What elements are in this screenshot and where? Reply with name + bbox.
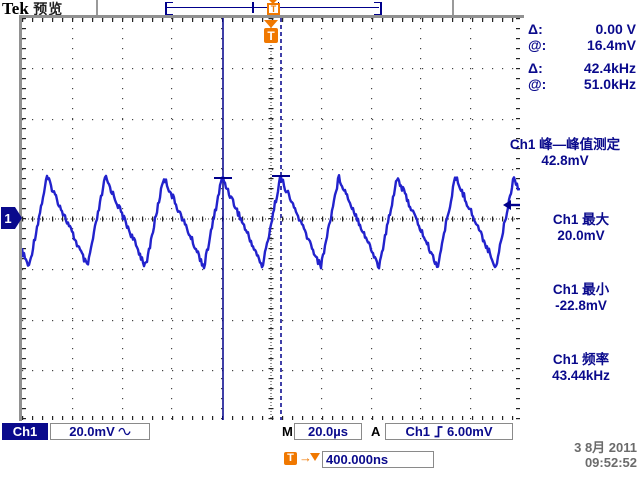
record-trigger-position-icon: T (267, 0, 280, 15)
timebase-value: 20.0µs (307, 424, 349, 439)
cursor-at-f-row: @: 51.0kHz (528, 76, 636, 92)
date-label: 3 8月 2011 (574, 440, 637, 455)
record-cursor1-tick (252, 2, 254, 13)
cursor-at-v-row: @: 16.4mV (528, 37, 636, 53)
cursor-delta-f-row: Δ: 42.4kHz (528, 60, 636, 76)
topbar-separator (96, 0, 98, 15)
timebase-m-label: M (282, 424, 293, 439)
measurement-max-value: 20.0mV (557, 228, 605, 243)
record-window-left-bracket (165, 2, 173, 15)
measurement-max-label: Ch1 最大 (552, 212, 610, 227)
measurement-min-label: Ch1 最小 (552, 282, 610, 297)
trigger-level-value: 6.00mV (447, 424, 493, 439)
trigger-arrow-icon (269, 0, 277, 4)
at-icon: @: (528, 76, 547, 92)
trigger-a-label: A (371, 424, 381, 439)
trigger-delay-t-icon: T (284, 452, 297, 465)
measurement-min: Ch1 最小 -22.8mV (523, 282, 639, 314)
sine-wave-icon (118, 427, 131, 436)
svg-text:T: T (267, 29, 275, 43)
record-window-right-bracket (374, 2, 382, 15)
measurement-pk2pk-label: Ch1 峰—峰值测定 (509, 137, 621, 152)
trigger-t-icon: T (267, 3, 280, 15)
tek-logo-text: Tek (2, 0, 29, 18)
topbar-divider (20, 15, 524, 18)
measurement-freq: Ch1 频率 43.44kHz (523, 352, 639, 384)
trigger-readout: Ch1 6.00mV (385, 423, 513, 440)
trigger-delay-value: 400.000ns (326, 452, 389, 467)
timebase-readout: 20.0µs (294, 423, 362, 440)
trigger-position-t-icon (264, 28, 278, 43)
at-icon: @: (528, 37, 547, 53)
topbar-separator (452, 0, 454, 15)
cursor-at-v-value: 16.4mV (586, 37, 636, 53)
channel1-scale-value: 20.0mV (69, 424, 115, 439)
trigger-position-arrow-icon (264, 20, 278, 28)
channel1-badge: Ch1 (2, 423, 48, 440)
cursor-delta-f-value: 42.4kHz (583, 60, 636, 76)
measurement-freq-value: 43.44kHz (552, 368, 610, 383)
acquisition-mode-label: 预览 (33, 1, 64, 17)
trigger-source: Ch1 (405, 424, 430, 439)
channel1-marker-label: 1 (4, 211, 11, 226)
cursor-delta-v-row: Δ: 0.00 V (528, 21, 636, 37)
delta-icon: Δ: (528, 21, 543, 37)
channel1-ground-marker: 1 (1, 207, 22, 229)
down-triangle-icon (310, 453, 320, 461)
trigger-delay-readout: 400.000ns (322, 451, 434, 468)
channel1-scale-readout: 20.0mV (50, 423, 150, 440)
measurement-max: Ch1 最大 20.0mV (523, 212, 639, 244)
measurement-freq-label: Ch1 频率 (552, 352, 610, 367)
delta-icon: Δ: (528, 60, 543, 76)
tek-logo: Tek 预览 (2, 0, 64, 18)
datetime: 3 8月 2011 09:52:52 (574, 440, 637, 470)
cursor-at-f-value: 51.0kHz (583, 76, 636, 92)
measurement-min-value: -22.8mV (555, 298, 607, 313)
rising-edge-icon (434, 426, 443, 438)
trigger-level-arrow-icon (503, 200, 511, 210)
cursor-delta-v-value: 0.00 V (595, 21, 636, 37)
waveform-display: T (22, 18, 520, 420)
measurement-pk2pk-value: 42.8mV (541, 153, 589, 168)
measurement-pk2pk: Ch1 峰—峰值测定 42.8mV (491, 137, 639, 169)
right-arrow-icon: → (299, 450, 312, 465)
time-label: 09:52:52 (584, 455, 637, 470)
